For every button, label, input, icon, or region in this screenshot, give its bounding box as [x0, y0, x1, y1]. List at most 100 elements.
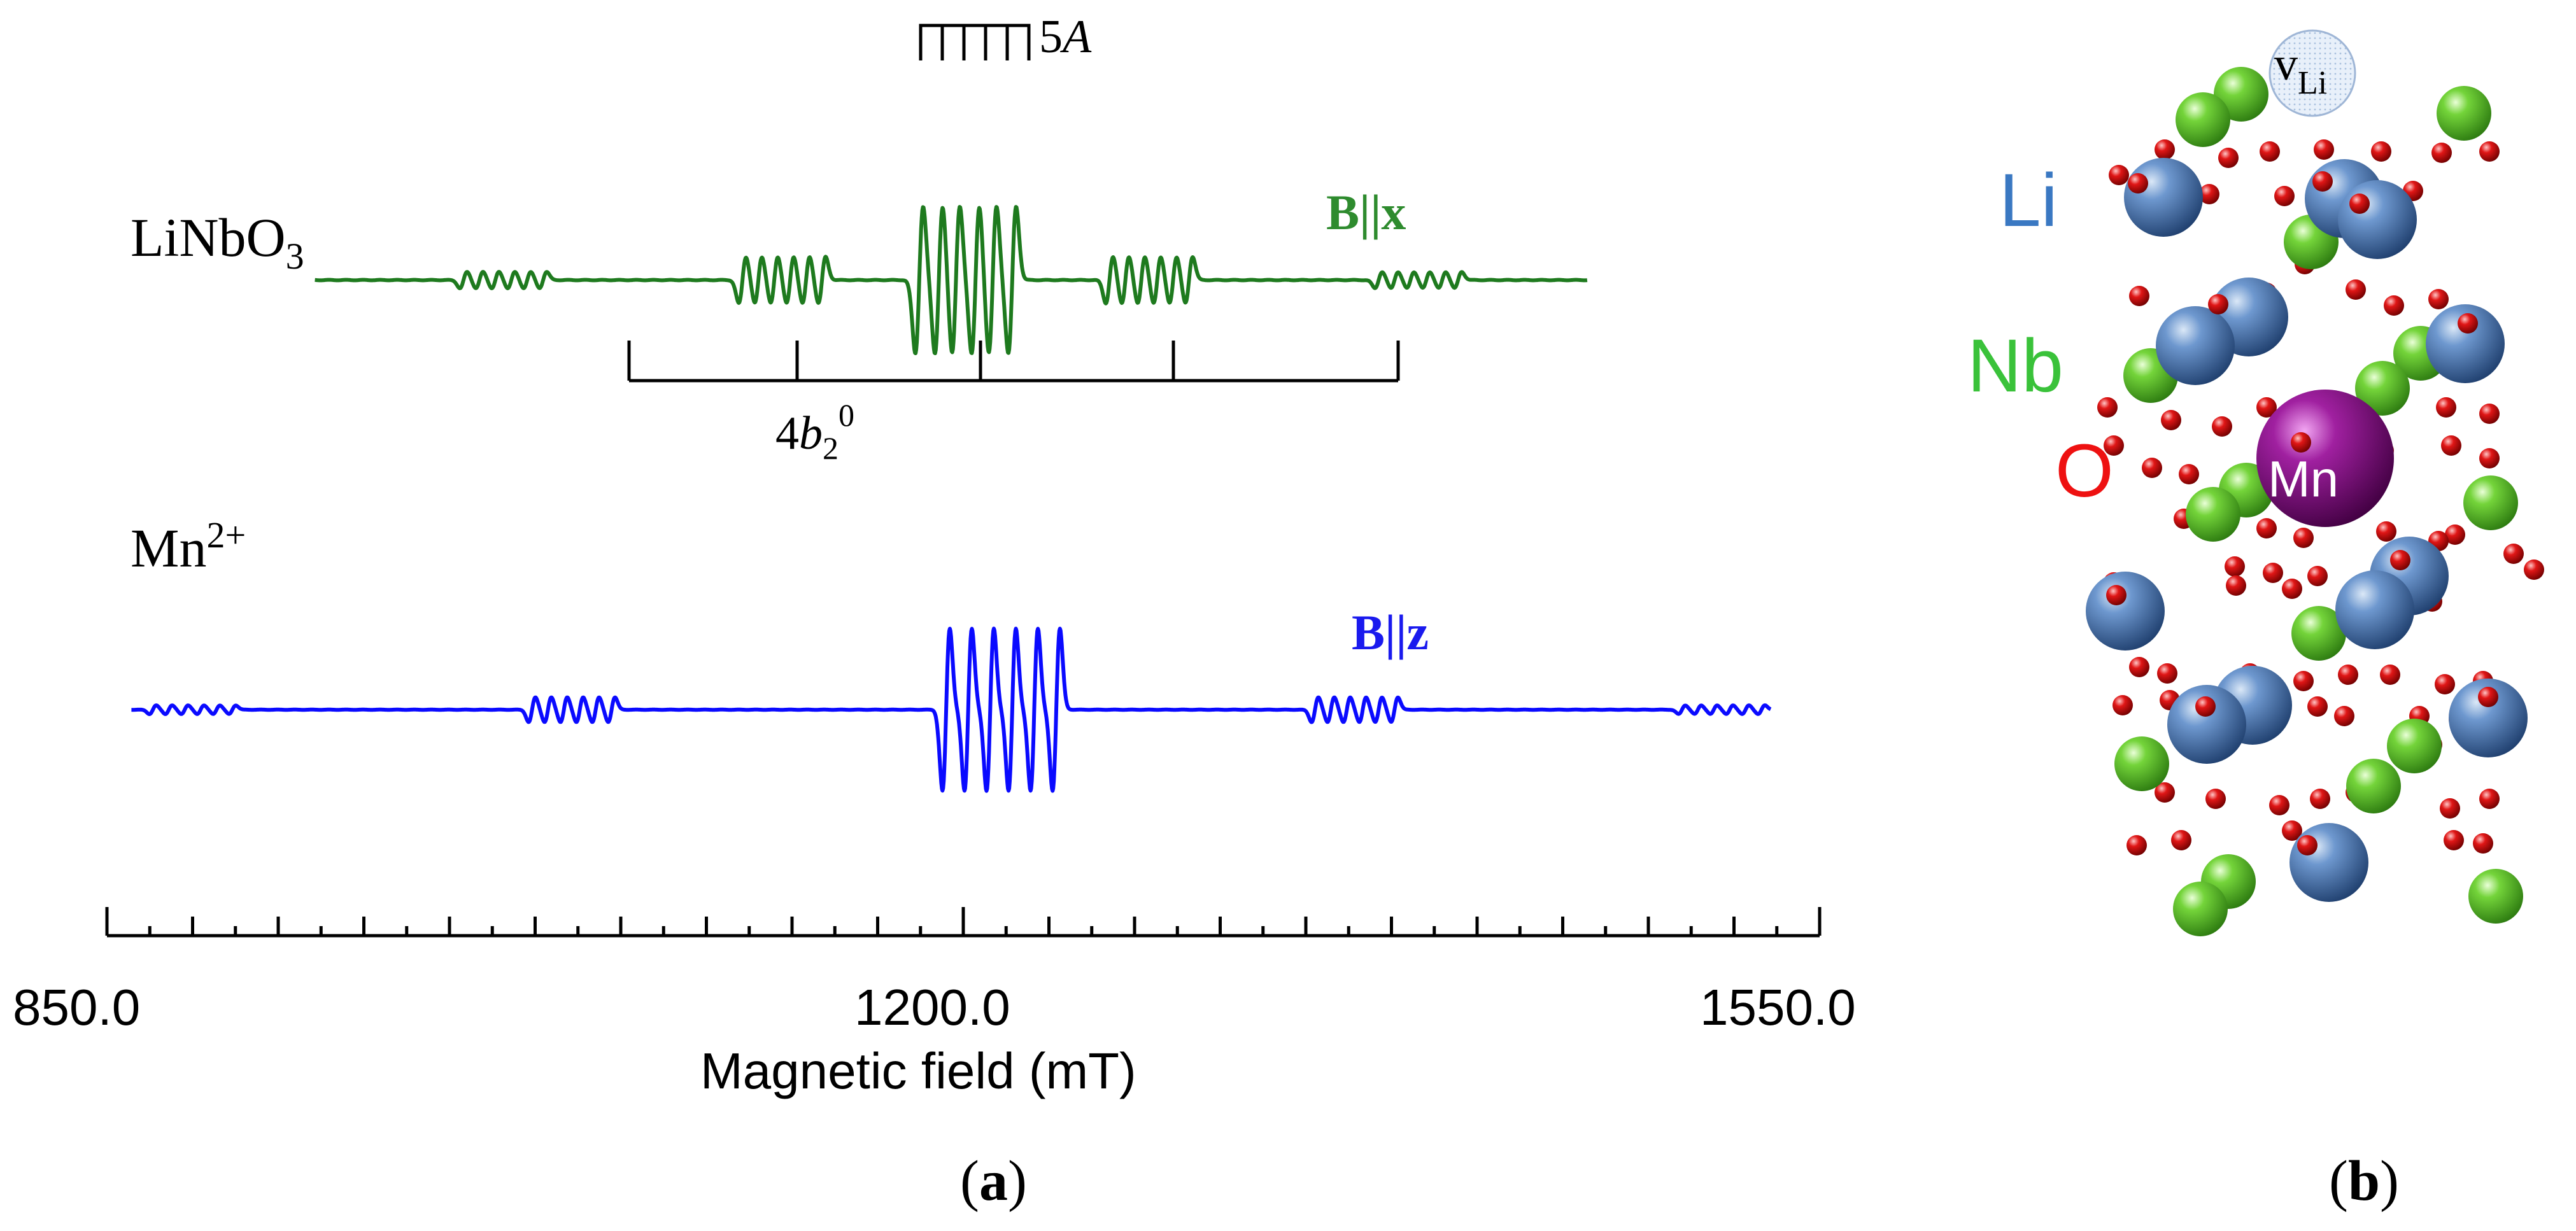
fine-structure-bracket	[627, 341, 1400, 383]
orientation-x-label: B||x	[1326, 185, 1406, 240]
o-atom	[2346, 279, 2366, 300]
o-atom	[2129, 286, 2149, 306]
o-atom	[2205, 789, 2226, 809]
o-atom	[2440, 798, 2460, 819]
o-atom	[2479, 404, 2500, 424]
o-atom	[2293, 528, 2314, 548]
li-atom	[2338, 180, 2417, 259]
o-atom	[2097, 397, 2118, 418]
hyperfine-comb	[919, 24, 1031, 60]
o-atom	[2179, 464, 2199, 484]
o-atom	[2109, 165, 2129, 185]
o-atom	[2338, 665, 2358, 685]
nb-atom	[2468, 869, 2523, 924]
o-atom	[2218, 148, 2239, 168]
o-atom	[2380, 665, 2400, 685]
x-axis-label: Magnetic field (mT)	[700, 1043, 1136, 1099]
panel-a: LiNbO3 Mn2+ B||x B||z 5A 4b20	[13, 11, 1856, 1213]
o-atom	[2310, 789, 2330, 809]
crystal-structure	[2086, 67, 2544, 936]
x-axis	[105, 907, 1822, 938]
o-atom	[2307, 696, 2328, 717]
o-atom	[2435, 674, 2455, 694]
o-atom	[2128, 173, 2148, 193]
li-atom	[2426, 304, 2505, 383]
o-atom	[2282, 579, 2302, 599]
nb-atom	[2387, 719, 2442, 773]
o-atom	[2478, 687, 2498, 707]
hyperfine-label: 5A	[1039, 11, 1092, 63]
x-tick-label-1200: 1200.0	[854, 979, 1010, 1036]
li-atom	[2156, 306, 2235, 385]
nb-atom	[2437, 86, 2491, 141]
nb-atom	[2176, 92, 2230, 147]
o-atom	[2307, 566, 2328, 586]
o-atom	[2112, 695, 2133, 715]
o-atom	[2312, 171, 2333, 192]
li-atom	[2167, 685, 2246, 764]
o-atom	[2436, 397, 2456, 418]
o-atom	[2371, 141, 2391, 162]
o-atom	[2441, 435, 2461, 456]
o-atom	[2282, 820, 2302, 841]
o-atom	[2503, 544, 2524, 564]
o-atom	[2225, 556, 2245, 577]
mn-ion	[2256, 390, 2394, 527]
li-atom	[2449, 679, 2528, 757]
panel-a-label: (a)	[960, 1150, 1027, 1213]
spectrum-b-parallel-x	[313, 205, 1589, 355]
o-atom	[2106, 585, 2127, 605]
nb-atom	[2463, 475, 2518, 530]
o-atom	[2212, 416, 2232, 437]
o-atom	[2155, 139, 2175, 160]
o-atom	[2161, 410, 2181, 430]
o-atom	[2314, 139, 2334, 160]
o-atom	[2127, 835, 2147, 855]
nb-atom	[2186, 487, 2240, 542]
nb-atom	[2173, 882, 2228, 936]
ion-label: Mn2+	[131, 514, 246, 579]
o-atom	[2171, 830, 2191, 850]
li-atom	[2289, 823, 2368, 902]
mn-label: Mn	[2268, 451, 2339, 507]
o-atom	[2444, 830, 2464, 850]
o-atom	[2269, 795, 2289, 815]
o-atom	[2157, 663, 2177, 684]
o-atom	[2458, 313, 2478, 334]
nb-atom	[2346, 759, 2401, 813]
legend-nb: Nb	[1967, 324, 2063, 408]
nb-atom	[2291, 606, 2346, 661]
legend-o: O	[2055, 429, 2114, 513]
o-atom	[2291, 432, 2311, 453]
o-atom	[2195, 696, 2216, 717]
o-atom	[2297, 835, 2318, 855]
fine-structure-label: 4b20	[775, 397, 854, 466]
li-atom	[2124, 158, 2203, 237]
o-atom	[2524, 559, 2544, 580]
panel-b: Li Nb O vLi Mn (b)	[1967, 29, 2544, 1213]
o-atom	[2445, 524, 2465, 545]
o-atom	[2390, 550, 2410, 570]
x-tick-label-850: 850.0	[13, 979, 140, 1036]
o-atom	[2479, 789, 2500, 809]
o-atom	[2263, 563, 2283, 583]
o-atom	[2349, 193, 2370, 214]
li-atom	[2335, 570, 2414, 649]
panel-b-label: (b)	[2329, 1150, 2399, 1213]
o-atom	[2334, 706, 2354, 726]
o-atom	[2155, 782, 2175, 803]
o-atom	[2473, 833, 2493, 854]
vacancy-label: vLi	[2274, 38, 2327, 101]
o-atom	[2104, 435, 2124, 456]
o-atom	[2129, 657, 2149, 677]
orientation-z-label: B||z	[1352, 605, 1429, 660]
o-atom	[2256, 518, 2277, 538]
o-atom	[2260, 141, 2280, 162]
x-tick-label-1550: 1550.0	[1700, 979, 1856, 1036]
o-atom	[2431, 143, 2452, 163]
li-atom	[2086, 572, 2165, 651]
o-atom	[2142, 458, 2162, 478]
o-atom	[2199, 184, 2219, 204]
o-atom	[2384, 295, 2404, 316]
legend-li: Li	[1999, 158, 2058, 243]
